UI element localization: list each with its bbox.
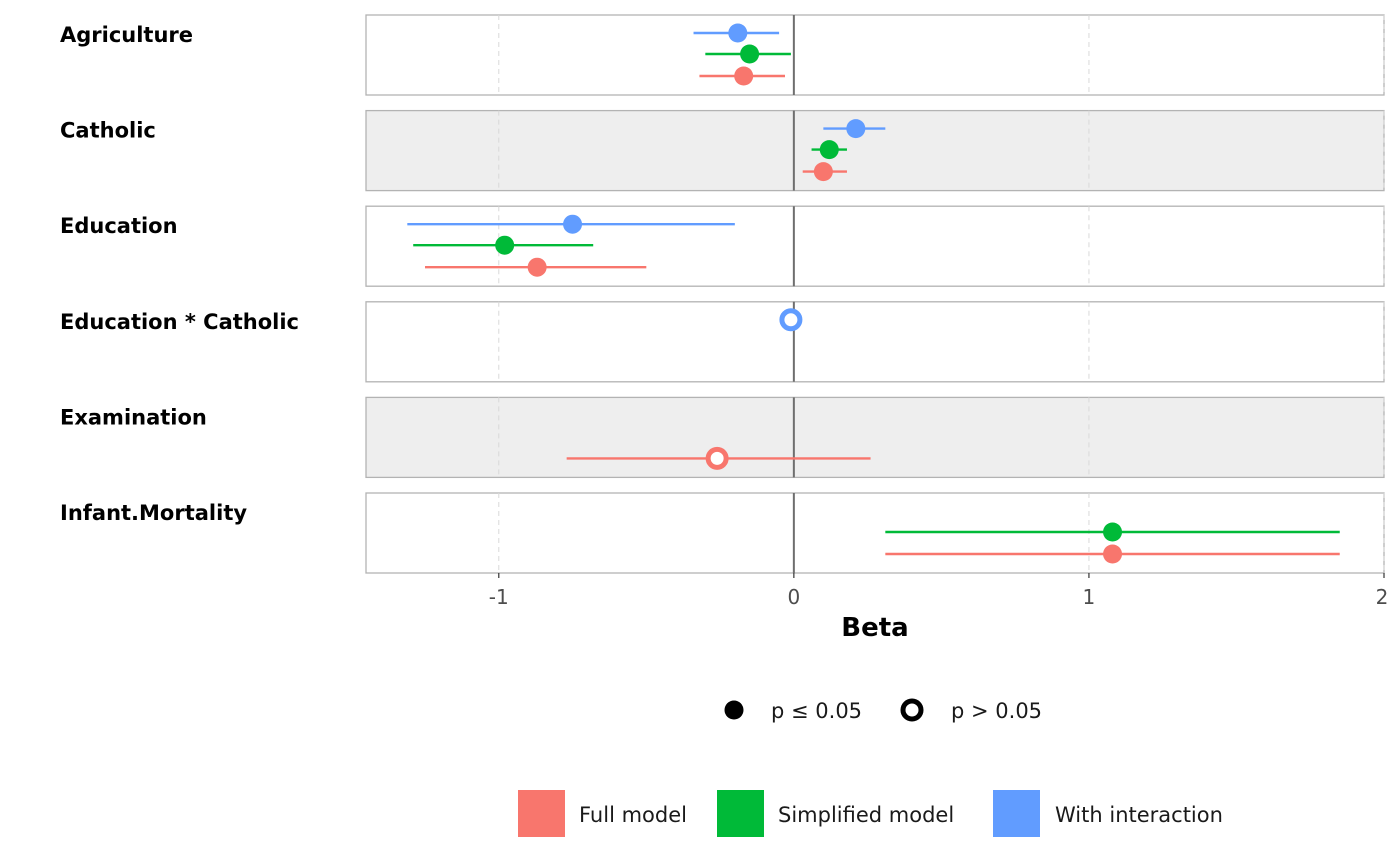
facet-label-examination: Examination [60, 405, 207, 429]
facet-panels: Agriculture Catholic Education Education * … [60, 14, 1385, 574]
facet-education: Education [60, 205, 1385, 287]
legend-color-key [717, 790, 764, 837]
legend-color-key [518, 790, 565, 837]
estimate-marker [1103, 544, 1123, 564]
point-simplified-model-infant-mortality [885, 522, 1340, 542]
point-with-interaction-agriculture [693, 23, 780, 43]
facet-panel-background [365, 14, 1385, 96]
legend-label: p > 0.05 [951, 699, 1042, 723]
point-with-interaction-education-catholic [779, 308, 803, 332]
point-full-model-infant-mortality [885, 544, 1340, 564]
legend-label: With interaction [1055, 803, 1223, 827]
legend-item-significant: p ≤ 0.05 [724, 699, 862, 723]
facet-agriculture: Agriculture [60, 14, 1385, 96]
point-simplified-model-catholic [811, 140, 847, 160]
open-circle-icon [900, 698, 924, 722]
estimate-marker [813, 162, 833, 182]
x-tick-label: 2 [1376, 585, 1389, 609]
legend-label: p ≤ 0.05 [771, 699, 862, 723]
point-with-interaction-catholic [823, 119, 886, 139]
x-tick-label: 0 [787, 585, 800, 609]
estimate-marker [527, 257, 547, 277]
filled-circle-icon [724, 700, 744, 720]
estimate-marker [728, 23, 748, 43]
significance-legend: p ≤ 0.05 p > 0.05 [724, 698, 1042, 723]
estimate-marker [740, 44, 760, 64]
facet-examination: Examination [60, 396, 1385, 479]
legend-item-not-significant: p > 0.05 [900, 698, 1042, 723]
facet-label-education-catholic: Education * Catholic [60, 310, 299, 334]
legend-item-full-model: Full model [518, 790, 687, 837]
legend-item-simplified-model: Simplified model [717, 790, 954, 837]
x-axis: -1 0 1 2 [489, 573, 1389, 609]
legend-item-with-interaction: With interaction [993, 790, 1223, 837]
point-full-model-examination [566, 446, 871, 470]
x-tick-label: 1 [1083, 585, 1096, 609]
estimate-marker [495, 235, 515, 255]
facet-panel-background [365, 301, 1385, 383]
estimate-marker [1103, 522, 1123, 542]
facet-panel-background [365, 109, 1385, 192]
estimate-marker [846, 119, 866, 139]
point-simplified-model-agriculture [705, 44, 791, 64]
x-tick-label: -1 [489, 585, 509, 609]
facet-panel-background [365, 396, 1385, 479]
legend-label: Full model [579, 803, 687, 827]
facet-label-education: Education [60, 214, 178, 238]
estimate-marker [563, 214, 583, 234]
point-full-model-catholic [802, 162, 847, 182]
point-full-model-agriculture [699, 66, 786, 86]
facet-education-catholic: Education * Catholic [60, 301, 1385, 383]
model-legend: Full model Simplified model With interacti… [518, 790, 1223, 837]
point-simplified-model-education [413, 235, 594, 255]
x-axis-title: Beta [841, 613, 908, 643]
facet-label-infant-mortality: Infant.Mortality [60, 501, 247, 525]
facet-label-agriculture: Agriculture [60, 23, 193, 47]
facet-catholic: Catholic [60, 109, 1385, 192]
legend-label: Simplified model [778, 803, 954, 827]
facet-infant-mortality: Infant.Mortality [60, 492, 1385, 574]
facet-label-catholic: Catholic [60, 119, 156, 143]
estimate-marker [734, 66, 754, 86]
estimate-marker-open [705, 446, 729, 470]
point-with-interaction-education [407, 214, 735, 234]
estimate-marker-open [779, 308, 803, 332]
legend-color-key [993, 790, 1040, 837]
point-full-model-education [425, 257, 647, 277]
estimate-marker [819, 140, 839, 160]
